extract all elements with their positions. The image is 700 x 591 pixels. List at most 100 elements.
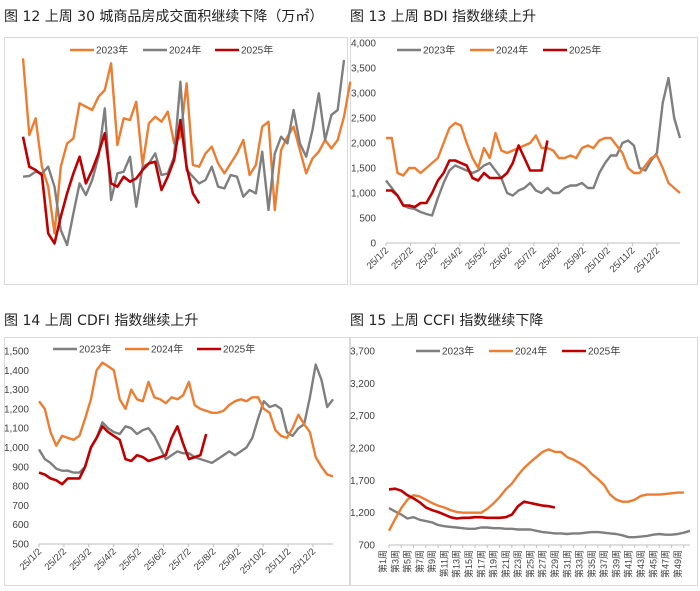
chart-14-frame bbox=[4, 337, 350, 586]
y-tick-label: 0 bbox=[370, 239, 376, 250]
legend-label: 2025年 bbox=[241, 44, 273, 57]
y-tick-label: 700 bbox=[358, 541, 375, 552]
x-tick-label: 第43周 bbox=[635, 550, 646, 578]
chart-12: 2023年 2024年 2025年 bbox=[21, 44, 352, 247]
chart-13-title: 图 13 上周 BDI 指数继续上升 bbox=[350, 9, 537, 25]
legend-label: 2024年 bbox=[515, 345, 547, 358]
chart-14-title: 图 14 上周 CDFI 指数继续上升 bbox=[4, 313, 199, 329]
y-tick-label: 1,200 bbox=[4, 404, 29, 415]
x-tick-label: 第17周 bbox=[475, 550, 486, 578]
y-tick-label: 2,000 bbox=[351, 139, 376, 150]
x-tick-label: 25/7/2 bbox=[512, 245, 538, 271]
x-tick-label: 第9周 bbox=[426, 550, 437, 573]
y-tick-label: 3,000 bbox=[351, 89, 376, 100]
series-line-2025 bbox=[38, 424, 208, 486]
y-tick-label: 1,200 bbox=[350, 508, 375, 519]
x-tick-label: 第15周 bbox=[463, 550, 474, 578]
y-tick-label: 1,700 bbox=[350, 476, 375, 487]
x-tick-label: 第3周 bbox=[389, 550, 400, 573]
y-tick-label: 600 bbox=[12, 520, 29, 531]
x-tick-label: 25/5/2 bbox=[463, 245, 489, 271]
y-tick-label: 500 bbox=[359, 214, 376, 225]
series-line-2023 bbox=[385, 76, 682, 217]
x-tick-label: 第49周 bbox=[672, 550, 683, 578]
legend-label: 2023年 bbox=[423, 44, 455, 57]
x-tick-label: 第11周 bbox=[438, 550, 449, 577]
x-tick-label: 25/6/2 bbox=[142, 546, 168, 572]
legend-label: 2024年 bbox=[496, 44, 528, 57]
x-tick-label: 25/3/2 bbox=[414, 245, 440, 271]
x-tick-label: 25/12/2 bbox=[288, 546, 318, 576]
chart-15-title: 图 15 上周 CCFI 指数继续下降 bbox=[350, 313, 544, 329]
x-tick-label: 25/1/2 bbox=[365, 245, 391, 271]
x-tick-label: 25/8/2 bbox=[192, 546, 218, 572]
x-tick-label: 25/3/2 bbox=[67, 546, 93, 572]
y-tick-label: 1,000 bbox=[4, 443, 29, 454]
x-tick-label: 25/5/2 bbox=[117, 546, 143, 572]
x-tick-label: 25/7/2 bbox=[167, 546, 193, 572]
x-tick-label: 第41周 bbox=[623, 550, 634, 578]
legend-label: 2023年 bbox=[96, 44, 128, 57]
y-tick-label: 1,100 bbox=[4, 424, 29, 435]
chart-14: 500 600 700 800 900 1,000 1,100 1,200 1,300 1,400… bbox=[4, 343, 334, 577]
y-tick-label: 1,000 bbox=[351, 189, 376, 200]
x-tick-label: 25/2/2 bbox=[43, 546, 69, 572]
y-tick-label: 3,200 bbox=[350, 379, 375, 390]
chart-15: 7001,2001,7002,2002,7003,2003,700第1周 第3周第… bbox=[350, 345, 691, 578]
x-tick-label: 第7周 bbox=[414, 550, 425, 573]
series-line-2025 bbox=[386, 140, 549, 209]
x-tick-label: 25/4/2 bbox=[92, 546, 118, 572]
x-tick-label: 第29周 bbox=[549, 550, 560, 578]
y-tick-label: 1,500 bbox=[351, 164, 376, 175]
x-tick-label: 25/4/2 bbox=[439, 245, 465, 271]
x-tick-label: 25/10/2 bbox=[583, 245, 613, 275]
x-tick-label: 第27周 bbox=[537, 550, 548, 578]
legend-label: 2023年 bbox=[442, 345, 474, 358]
series-line-2025 bbox=[388, 487, 556, 520]
chart-15-frame bbox=[350, 337, 698, 586]
series-line-2024 bbox=[38, 361, 334, 478]
y-tick-label: 1,400 bbox=[4, 366, 29, 377]
x-tick-label: 第23周 bbox=[512, 550, 523, 578]
y-tick-label: 2,200 bbox=[350, 444, 375, 455]
series-line-2024 bbox=[386, 121, 681, 194]
y-tick-label: 3,700 bbox=[350, 347, 375, 358]
y-tick-label: 1,500 bbox=[4, 347, 29, 358]
y-tick-label: 4,000 bbox=[351, 39, 376, 50]
chart-13: 0 500 1,000 1,500 2,000 2,500 3,000 3,500 4,000 2… bbox=[351, 39, 682, 276]
y-tick-label: 700 bbox=[12, 501, 29, 512]
x-tick-label: 25/8/2 bbox=[537, 245, 563, 271]
series-line-2024 bbox=[22, 59, 346, 247]
x-tick-label: 25/11/2 bbox=[264, 546, 294, 576]
x-tick-label: 第31周 bbox=[561, 550, 572, 578]
y-tick-label: 3,500 bbox=[351, 64, 376, 75]
x-tick-label: 第5周 bbox=[402, 550, 413, 573]
x-tick-label: 第45周 bbox=[647, 550, 658, 578]
x-tick-label: 第13周 bbox=[451, 550, 462, 578]
y-tick-label: 2,700 bbox=[350, 411, 375, 422]
x-tick-label: 25/6/2 bbox=[488, 245, 514, 271]
legend-label: 2025年 bbox=[588, 345, 620, 358]
x-tick-label: 第37周 bbox=[598, 550, 609, 578]
series-line-2023 bbox=[388, 507, 691, 539]
x-tick-label: 第1周 bbox=[377, 550, 388, 573]
x-tick-label: 第39周 bbox=[610, 550, 621, 578]
legend-label: 2024年 bbox=[151, 343, 183, 356]
x-tick-label: 25/10/2 bbox=[238, 546, 268, 576]
x-tick-label: 25/12/2 bbox=[632, 245, 662, 275]
y-tick-label: 800 bbox=[12, 482, 29, 493]
legend-label: 2023年 bbox=[79, 343, 111, 356]
x-tick-label: 25/11/2 bbox=[608, 245, 638, 275]
legend-label: 2025年 bbox=[569, 44, 601, 57]
legend-label: 2025年 bbox=[223, 343, 255, 356]
series-line-2024 bbox=[387, 448, 684, 532]
x-tick-label: 25/2/2 bbox=[389, 245, 415, 271]
chart-13-frame bbox=[350, 37, 698, 285]
x-tick-label: 第21周 bbox=[500, 550, 511, 578]
x-tick-label: 第35周 bbox=[586, 550, 597, 578]
series-line-2023 bbox=[21, 58, 352, 235]
series-line-2023 bbox=[37, 363, 334, 474]
x-tick-label: 第33周 bbox=[574, 550, 585, 578]
x-tick-label: 第25周 bbox=[524, 550, 535, 578]
